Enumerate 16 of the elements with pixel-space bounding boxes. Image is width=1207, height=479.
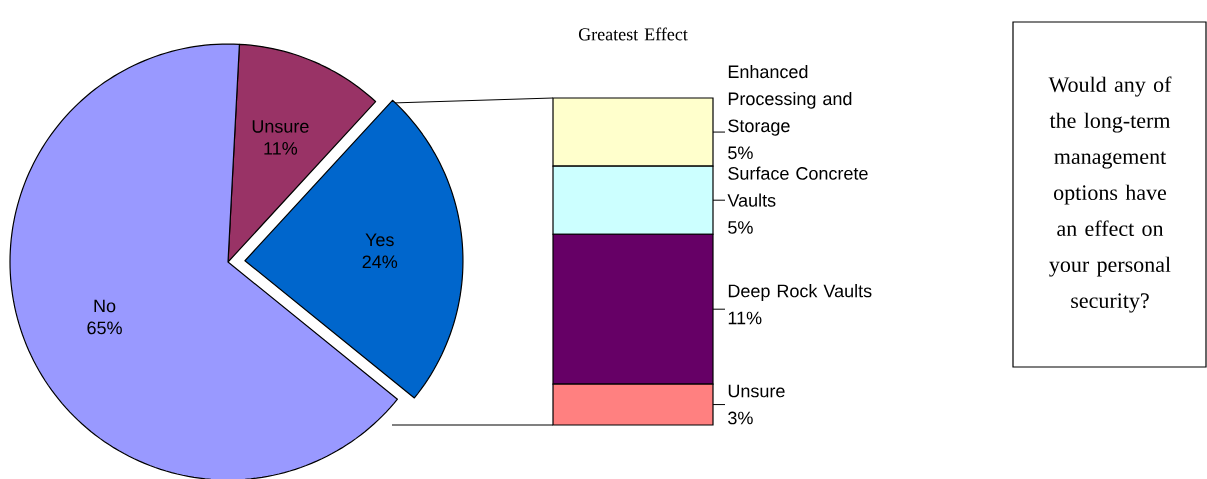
data-label: 5%: [728, 146, 753, 160]
series-label: Unsure: [728, 384, 785, 398]
data-label: 11%: [264, 142, 298, 155]
series-label: Deep Rock Vaults: [728, 284, 872, 301]
data-label: 5%: [728, 221, 753, 234]
data-label: 24%: [362, 255, 398, 269]
data-label: 3%: [728, 411, 753, 425]
slice-label: Unsure: [252, 120, 309, 133]
text: Would any of the long-term management options have an effect on your personal security?: [1048, 76, 1172, 313]
data-label: 65%: [87, 321, 122, 335]
series-label: Surface Concrete Vaults: [727, 166, 868, 207]
slice-label: No: [94, 299, 116, 313]
slice-label: Yes: [365, 233, 394, 247]
data-label: 11%: [728, 311, 762, 325]
series-label: Enhanced Processing and Storage: [728, 64, 852, 136]
chart-title: Greatest Effect: [578, 27, 688, 41]
